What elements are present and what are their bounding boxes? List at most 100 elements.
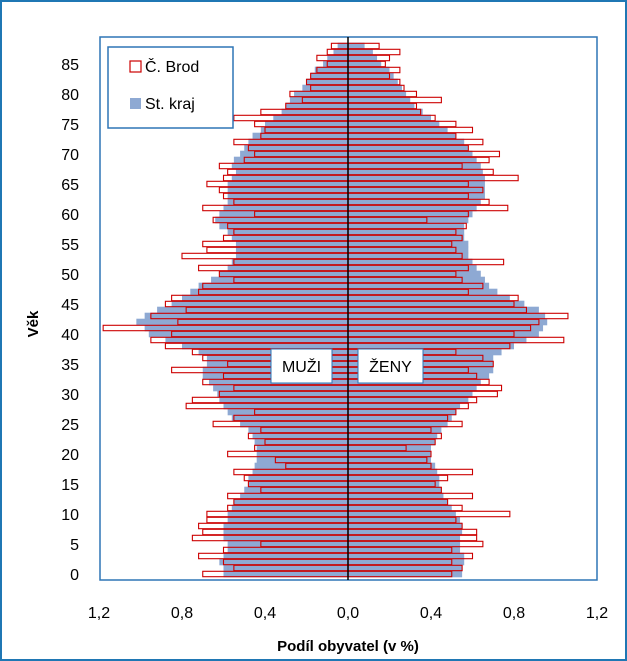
y-tick-label-10: 10: [61, 507, 79, 524]
bar-kraj-female-age-80: [348, 90, 407, 98]
bar-kraj-female-age-7: [348, 528, 463, 536]
bar-kraj-female-age-38: [348, 342, 514, 350]
bar-kraj-male-age-81: [302, 84, 348, 92]
bar-kraj-male-age-66: [231, 174, 348, 182]
bar-kraj-female-age-69: [348, 156, 477, 164]
legend-box: [107, 46, 234, 129]
bar-kraj-male-age-73: [252, 132, 348, 140]
bar-kraj-female-age-43: [348, 312, 546, 320]
legend-swatch-kraj: [130, 98, 141, 109]
bar-kraj-male-age-17: [252, 468, 348, 476]
bar-kraj-female-age-18: [348, 462, 436, 470]
y-tick-label-75: 75: [61, 117, 79, 134]
y-tick-label-65: 65: [61, 177, 79, 194]
bar-kraj-female-age-20: [348, 450, 431, 458]
bar-kraj-female-age-55: [348, 240, 469, 248]
legend-swatch-brod: [129, 60, 142, 73]
bar-kraj-female-age-75: [348, 120, 440, 128]
bar-kraj-female-age-81: [348, 84, 402, 92]
bar-kraj-female-age-84: [348, 66, 390, 74]
bar-kraj-male-age-21: [256, 444, 348, 452]
bar-kraj-female-age-16: [348, 474, 440, 482]
bar-kraj-male-age-6: [223, 534, 348, 542]
bar-kraj-male-age-56: [231, 234, 348, 242]
bar-kraj-male-age-38: [182, 342, 348, 350]
bar-kraj-female-age-24: [348, 426, 442, 434]
bar-kraj-female-age-72: [348, 138, 465, 146]
x-axis-tick-labels: 1,2 0,8 0,4 0,0 0,4 0,8 1,2: [88, 605, 608, 622]
y-tick-label-35: 35: [61, 357, 79, 374]
annotation-males-box: [270, 348, 333, 384]
bar-kraj-male-age-49: [211, 276, 348, 284]
bar-kraj-male-age-53: [235, 252, 348, 260]
bar-kraj-male-age-60: [219, 210, 348, 218]
bar-kraj-male-age-15: [248, 480, 348, 488]
bar-kraj-male-age-62: [227, 198, 348, 206]
bar-kraj-male-age-7: [223, 528, 348, 536]
bar-kraj-male-age-40: [148, 330, 348, 338]
bar-kraj-male-age-30: [217, 390, 348, 398]
bar-kraj-male-age-44: [157, 306, 348, 314]
y-tick-label-70: 70: [61, 147, 79, 164]
bar-kraj-female-age-63: [348, 192, 485, 200]
bar-kraj-male-age-50: [219, 270, 348, 278]
bar-kraj-male-age-18: [254, 462, 348, 470]
bar-kraj-male-age-58: [219, 222, 348, 230]
bar-kraj-male-age-67: [235, 168, 348, 176]
bar-kraj-male-age-28: [223, 402, 348, 410]
bar-kraj-female-age-73: [348, 132, 456, 140]
bar-kraj-female-age-28: [348, 402, 461, 410]
bar-kraj-male-age-61: [223, 204, 348, 212]
bar-kraj-male-age-10: [227, 510, 348, 518]
y-tick-label-15: 15: [61, 477, 79, 494]
annotation-males: MUŽI: [270, 348, 333, 384]
bar-kraj-female-age-53: [348, 252, 469, 260]
bar-kraj-male-age-42: [136, 318, 348, 326]
y-tick-label-80: 80: [61, 87, 79, 104]
y-tick-label-45: 45: [61, 297, 79, 314]
bar-kraj-male-age-45: [171, 300, 348, 308]
bar-kraj-female-age-0: [348, 570, 463, 578]
x-tick-label-5: 0,8: [503, 605, 525, 622]
bar-kraj-female-age-46: [348, 294, 510, 302]
y-axis-title: Věk: [25, 310, 42, 337]
bar-kraj-female-age-4: [348, 546, 461, 554]
bar-kraj-female-age-40: [348, 330, 539, 338]
bar-kraj-male-age-46: [182, 294, 348, 302]
bar-kraj-male-age-19: [256, 456, 348, 464]
bar-kraj-female-age-57: [348, 228, 465, 236]
bar-kraj-male-age-76: [273, 114, 348, 122]
bar-kraj-male-age-88: [337, 42, 348, 50]
bar-kraj-male-age-87: [333, 48, 348, 56]
bar-kraj-male-age-82: [306, 78, 348, 86]
bar-kraj-male-age-51: [227, 264, 348, 272]
bar-kraj-female-age-5: [348, 540, 461, 548]
bar-kraj-male-age-23: [252, 432, 348, 440]
bar-kraj-male-age-70: [240, 150, 348, 158]
y-tick-label-5: 5: [70, 537, 79, 554]
bar-kraj-male-age-8: [223, 522, 348, 530]
bar-kraj-female-age-14: [348, 486, 442, 494]
bar-kraj-female-age-12: [348, 498, 448, 506]
bar-kraj-female-age-9: [348, 516, 461, 524]
y-tick-label-50: 50: [61, 267, 79, 284]
bar-kraj-male-age-0: [223, 570, 348, 578]
bar-kraj-male-age-16: [248, 474, 348, 482]
bar-kraj-male-age-77: [281, 108, 348, 116]
bar-kraj-male-age-1: [223, 564, 348, 572]
bar-kraj-female-age-78: [348, 102, 415, 110]
bar-kraj-female-age-62: [348, 198, 481, 206]
bar-kraj-female-age-37: [348, 348, 502, 356]
y-tick-label-20: 20: [61, 447, 79, 464]
bar-kraj-female-age-19: [348, 456, 431, 464]
bar-kraj-female-age-11: [348, 504, 452, 512]
bar-kraj-male-age-11: [231, 504, 348, 512]
bar-kraj-female-age-77: [348, 108, 423, 116]
bar-kraj-male-age-13: [240, 492, 348, 500]
bar-kraj-male-age-9: [227, 516, 348, 524]
bar-kraj-female-age-17: [348, 468, 438, 476]
bar-kraj-female-age-41: [348, 324, 544, 332]
bar-kraj-female-age-64: [348, 186, 485, 194]
bar-kraj-male-age-55: [235, 240, 348, 248]
